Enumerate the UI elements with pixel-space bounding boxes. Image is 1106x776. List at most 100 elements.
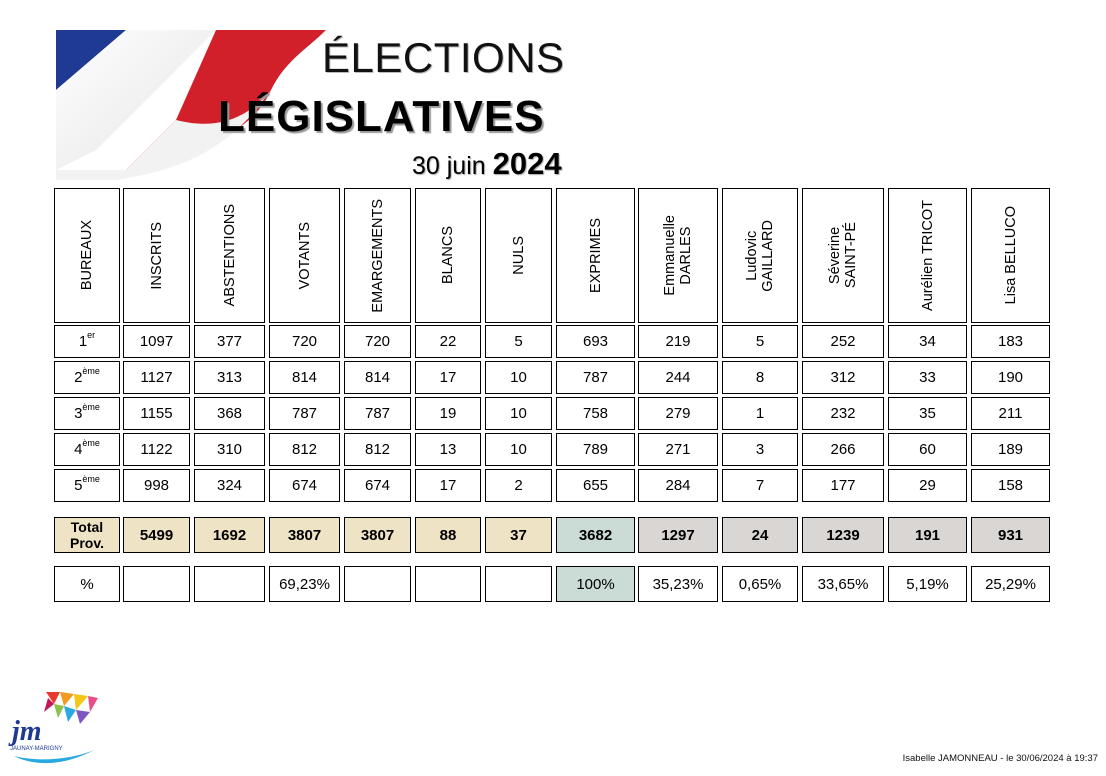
column-header-label: Ludovic GAILLARD (744, 219, 776, 292)
table-cell: 377 (194, 325, 265, 358)
total-cell: 1297 (638, 517, 718, 553)
bureau-number: 4 (74, 441, 83, 458)
table-cell: 789 (556, 433, 635, 466)
table-cell: 324 (194, 469, 265, 502)
column-header: BLANCS (415, 188, 481, 323)
total-cell: 3807 (269, 517, 340, 553)
table-cell: 232 (802, 397, 884, 430)
table-cell: 10 (485, 397, 552, 430)
title-legislatives: LÉGISLATIVES (218, 92, 545, 141)
percent-cell: 100% (556, 566, 635, 602)
bureau-cell: 4 ème (54, 433, 120, 466)
percent-cell: 35,23% (638, 566, 718, 602)
bureau-number: 3 (74, 405, 83, 422)
table-cell: 5 (722, 325, 798, 358)
table-cell: 60 (888, 433, 967, 466)
column-header: EMARGEMENTS (344, 188, 411, 323)
column-header-label: NULS (510, 236, 527, 275)
table-cell: 814 (344, 361, 411, 394)
table-cell: 787 (344, 397, 411, 430)
percent-cell: 5,19% (888, 566, 967, 602)
table-cell: 244 (638, 361, 718, 394)
table-cell: 655 (556, 469, 635, 502)
table-cell: 33 (888, 361, 967, 394)
table-cell: 7 (722, 469, 798, 502)
bureau-number: 2 (74, 369, 83, 386)
total-label-line1: Total (70, 519, 104, 535)
election-date: 30 juin 2024 (412, 146, 562, 182)
table-cell: 219 (638, 325, 718, 358)
column-header-label: Lisa BELLUCO (1002, 206, 1019, 305)
table-cell: 252 (802, 325, 884, 358)
column-header-label: EMARGEMENTS (369, 198, 386, 313)
bureau-ordinal: er (87, 329, 96, 340)
table-cell: 29 (888, 469, 967, 502)
column-header: Emmanuelle DARLES (638, 188, 718, 323)
table-cell: 211 (971, 397, 1050, 430)
table-cell: 674 (269, 469, 340, 502)
table-cell: 266 (802, 433, 884, 466)
total-cell: 3682 (556, 517, 635, 553)
table-cell: 787 (269, 397, 340, 430)
column-header-label: Séverine SAINT-PÉ (827, 222, 859, 289)
total-cell: 931 (971, 517, 1050, 553)
table-cell: 814 (269, 361, 340, 394)
bureau-cell: 5 ème (54, 469, 120, 502)
table-cell: 720 (269, 325, 340, 358)
bureau-ordinal: ème (82, 437, 100, 448)
bureau-number: 1 (78, 333, 88, 350)
table-cell: 17 (415, 361, 481, 394)
table-cell: 312 (802, 361, 884, 394)
table-cell: 313 (194, 361, 265, 394)
table-cell: 158 (971, 469, 1050, 502)
percent-cell (194, 566, 265, 602)
footer-credit: Isabelle JAMONNEAU - le 30/06/2024 à 19:… (902, 753, 1098, 764)
total-label-line2: Prov. (70, 535, 104, 551)
column-header-label: BLANCS (440, 226, 456, 285)
bureau-ordinal: ème (82, 365, 100, 376)
column-header: Lisa BELLUCO (971, 188, 1050, 323)
table-cell: 271 (638, 433, 718, 466)
percent-cell: 33,65% (802, 566, 884, 602)
percent-cell (344, 566, 411, 602)
column-header-label: INSCRITS (148, 221, 165, 290)
percent-cell: 0,65% (722, 566, 798, 602)
table-cell: 310 (194, 433, 265, 466)
date-year: 2024 (492, 146, 562, 181)
table-cell: 2 (485, 469, 552, 502)
bureau-ordinal: ème (82, 473, 100, 484)
column-header: VOTANTS (269, 188, 340, 323)
bureau-cell: 1 er (54, 325, 120, 358)
column-header: Séverine SAINT-PÉ (802, 188, 884, 323)
percent-cell: 69,23% (269, 566, 340, 602)
table-cell: 8 (722, 361, 798, 394)
table-cell: 758 (556, 397, 635, 430)
table-cell: 674 (344, 469, 411, 502)
logo-caption: JAUNAY-MARIGNY (10, 746, 63, 752)
percent-cell (415, 566, 481, 602)
bureau-ordinal: ème (82, 401, 100, 412)
bureau-cell: 2 ème (54, 361, 120, 394)
table-cell: 177 (802, 469, 884, 502)
total-cell: 3807 (344, 517, 411, 553)
total-cell: 1692 (194, 517, 265, 553)
table-cell: 279 (638, 397, 718, 430)
logo-text: jm (8, 716, 42, 747)
percent-cell (485, 566, 552, 602)
table-cell: 183 (971, 325, 1050, 358)
table-cell: 1 (722, 397, 798, 430)
column-header-label: Aurélien TRICOT (919, 200, 936, 311)
table-cell: 19 (415, 397, 481, 430)
table-cell: 812 (344, 433, 411, 466)
column-header: INSCRITS (123, 188, 190, 323)
bureau-cell: 3 ème (54, 397, 120, 430)
table-cell: 5 (485, 325, 552, 358)
table-cell: 34 (888, 325, 967, 358)
table-cell: 189 (971, 433, 1050, 466)
column-header: Aurélien TRICOT (888, 188, 967, 323)
column-header: EXPRIMES (556, 188, 635, 323)
table-cell: 812 (269, 433, 340, 466)
total-cell: 5499 (123, 517, 190, 553)
table-cell: 1122 (123, 433, 190, 466)
table-cell: 35 (888, 397, 967, 430)
